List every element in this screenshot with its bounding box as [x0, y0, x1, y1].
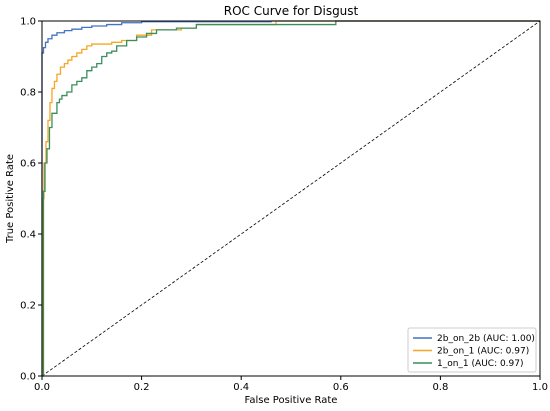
y-axis-ticks: 0.0 0.2 0.4 0.6 0.8 1.0	[20, 17, 42, 383]
roc-series-line-1	[42, 20, 540, 377]
legend-box	[407, 327, 537, 373]
y-tick-label: 1.0	[20, 17, 36, 28]
x-axis-ticks: 0.0 0.2 0.4 0.6 0.8 1.0	[34, 376, 548, 393]
chance-diagonal-line	[41, 20, 541, 377]
y-tick-label: 0.6	[20, 159, 36, 170]
y-tick-label: 0.2	[20, 301, 36, 312]
y-tick-label: 0.4	[20, 230, 36, 241]
x-tick-label: 0.0	[34, 382, 50, 393]
series-layer	[41, 20, 540, 377]
x-tick-label: 1.0	[532, 382, 548, 393]
y-tick-label: 0.0	[20, 372, 36, 383]
x-tick-label: 0.4	[233, 382, 249, 393]
x-tick-label: 0.6	[333, 382, 349, 393]
legend-label: 2b_on_2b (AUC: 1.00)	[437, 334, 535, 344]
legend-label: 2b_on_1 (AUC: 0.97)	[437, 347, 529, 357]
roc-series-line-0	[41, 20, 540, 376]
y-tick-label: 0.8	[20, 88, 36, 99]
plot-frame	[41, 20, 541, 377]
x-tick-label: 0.8	[432, 382, 448, 393]
x-tick-label: 0.2	[134, 382, 150, 393]
y-axis-label: True Positive Rate	[5, 154, 16, 244]
roc-series-line-2	[42, 20, 540, 377]
reference-line-layer	[41, 20, 541, 377]
chart-title: ROC Curve for Disgust	[224, 4, 359, 18]
legend: 2b_on_2b (AUC: 1.00) 2b_on_1 (AUC: 0.97) 1…	[407, 327, 537, 373]
x-axis-label: False Positive Rate	[245, 395, 338, 406]
legend-label: 1_on_1 (AUC: 0.97)	[437, 359, 524, 369]
